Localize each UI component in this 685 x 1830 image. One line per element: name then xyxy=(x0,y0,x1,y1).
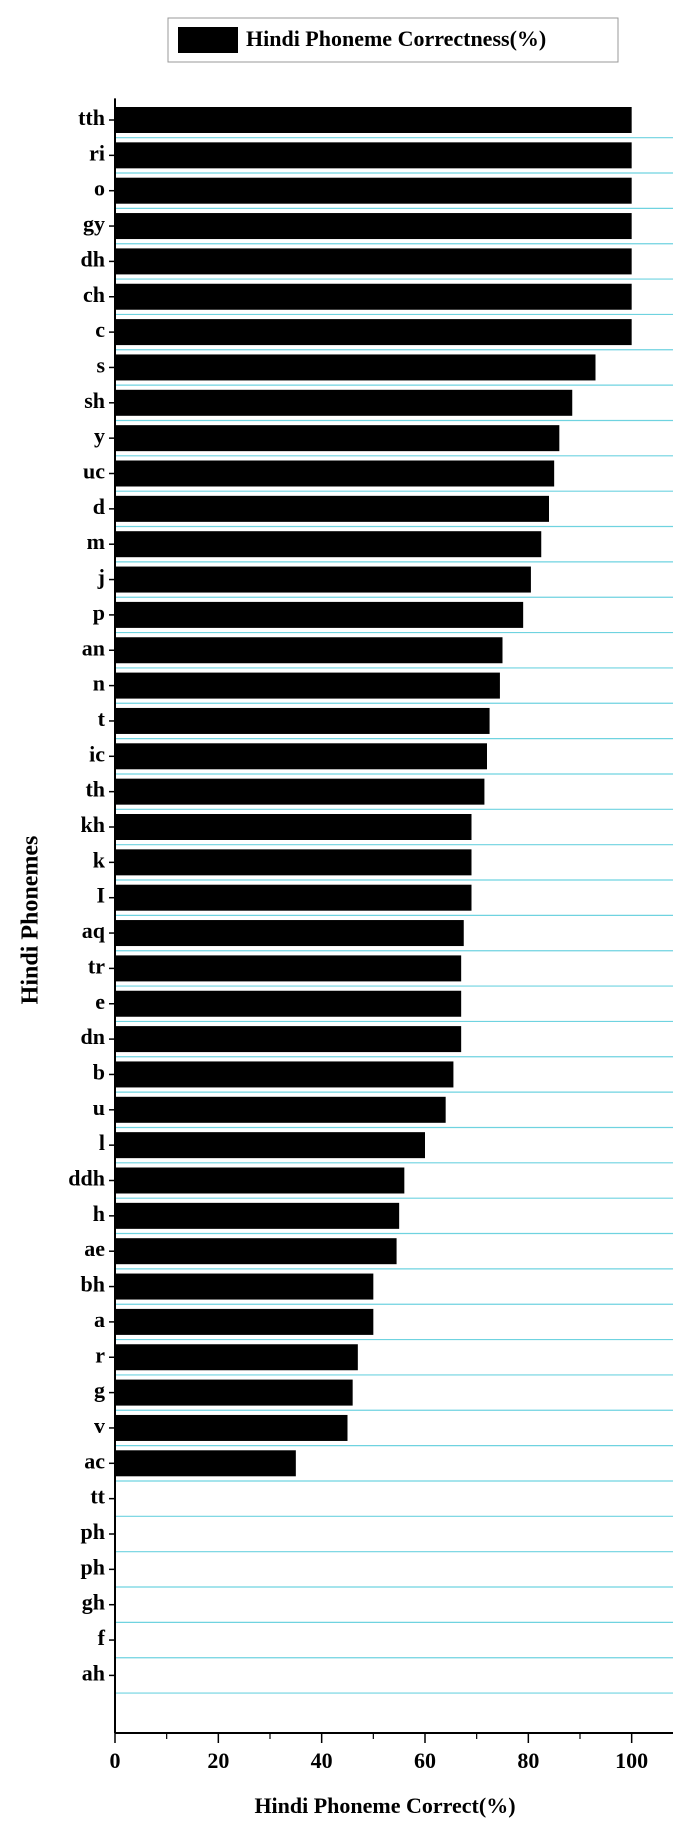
y-tick-label: ac xyxy=(84,1448,105,1473)
y-tick-label: ddh xyxy=(68,1166,105,1191)
y-tick-label: ri xyxy=(89,140,105,165)
y-tick-label: d xyxy=(93,494,105,519)
y-tick-label: e xyxy=(95,989,105,1014)
y-tick-label: n xyxy=(93,671,105,696)
bar xyxy=(115,283,632,310)
x-tick-label: 80 xyxy=(517,1748,539,1773)
bar xyxy=(115,1450,296,1477)
x-tick-label: 40 xyxy=(311,1748,333,1773)
y-tick-label: bh xyxy=(81,1272,105,1297)
bar xyxy=(115,460,555,487)
bar xyxy=(115,495,549,522)
bar xyxy=(115,601,524,628)
bar xyxy=(115,389,573,416)
bar xyxy=(115,1061,454,1088)
bar xyxy=(115,743,487,770)
bar xyxy=(115,814,472,840)
bar xyxy=(115,920,464,947)
legend-label: Hindi Phoneme Correctness(%) xyxy=(246,26,546,51)
bar xyxy=(115,1308,374,1335)
y-tick-label: o xyxy=(94,176,105,201)
y-tick-label: I xyxy=(96,883,105,908)
bar xyxy=(115,1238,397,1265)
y-tick-label: ch xyxy=(83,282,105,307)
y-tick-label: dh xyxy=(81,246,105,271)
y-tick-label: p xyxy=(93,600,105,625)
x-tick-label: 0 xyxy=(110,1748,121,1773)
y-tick-label: th xyxy=(85,777,105,802)
bar xyxy=(115,1026,462,1053)
bar xyxy=(115,884,472,911)
y-tick-label: f xyxy=(98,1625,106,1650)
y-tick-label: j xyxy=(97,565,105,590)
x-axis-label: Hindi Phoneme Correct(%) xyxy=(254,1793,515,1818)
y-tick-label: h xyxy=(93,1201,105,1226)
bar xyxy=(115,142,632,169)
y-tick-label: ae xyxy=(84,1236,105,1261)
y-tick-label: tr xyxy=(88,953,105,978)
bar xyxy=(115,1273,374,1300)
legend-swatch xyxy=(178,27,238,53)
bar xyxy=(115,566,531,593)
y-tick-label: aq xyxy=(82,918,106,943)
y-tick-label: tt xyxy=(90,1484,105,1509)
y-tick-label: dn xyxy=(81,1024,105,1049)
y-tick-label: an xyxy=(82,635,105,660)
bar xyxy=(115,672,500,699)
bar xyxy=(115,955,462,982)
bar xyxy=(115,1414,348,1441)
x-tick-label: 100 xyxy=(615,1748,648,1773)
y-axis-label: Hindi Phonemes xyxy=(18,836,44,1005)
y-tick-label: tth xyxy=(78,105,105,130)
bar xyxy=(115,1344,358,1371)
y-tick-label: gy xyxy=(83,211,105,236)
y-tick-label: ah xyxy=(82,1660,105,1685)
y-tick-label: b xyxy=(93,1059,105,1084)
x-tick-label: 60 xyxy=(414,1748,436,1773)
bar xyxy=(115,531,542,558)
bar xyxy=(115,248,632,275)
y-tick-label: gh xyxy=(82,1590,105,1615)
bar xyxy=(115,354,596,381)
y-tick-label: y xyxy=(94,423,105,448)
x-tick-label: 20 xyxy=(207,1748,229,1773)
y-tick-label: l xyxy=(99,1130,105,1155)
bar xyxy=(115,177,632,204)
y-tick-label: s xyxy=(96,352,105,377)
y-tick-label: r xyxy=(95,1342,105,1367)
y-tick-label: ph xyxy=(81,1554,105,1579)
bar xyxy=(115,425,560,452)
y-tick-label: ph xyxy=(81,1519,105,1544)
y-tick-label: a xyxy=(94,1307,105,1332)
bar xyxy=(115,213,632,240)
y-tick-label: uc xyxy=(83,459,105,484)
legend-box xyxy=(167,17,619,63)
bar xyxy=(115,990,462,1017)
bar xyxy=(115,107,632,133)
y-tick-label: sh xyxy=(84,388,105,413)
y-tick-label: ic xyxy=(89,741,105,766)
bar xyxy=(115,778,485,805)
y-tick-label: c xyxy=(95,317,105,342)
bar xyxy=(115,1132,425,1159)
y-tick-label: g xyxy=(94,1378,105,1403)
y-tick-label: k xyxy=(93,847,106,872)
bar xyxy=(115,707,490,734)
y-tick-label: kh xyxy=(81,812,105,837)
y-tick-label: v xyxy=(94,1413,105,1438)
y-tick-label: t xyxy=(98,706,106,731)
bar xyxy=(115,1379,353,1406)
bar xyxy=(115,849,472,876)
bar xyxy=(115,1096,446,1123)
bar xyxy=(115,319,632,346)
y-tick-label: m xyxy=(87,529,105,554)
bar xyxy=(115,1167,405,1194)
y-tick-label: u xyxy=(93,1095,105,1120)
bar xyxy=(115,637,503,664)
bar xyxy=(115,1202,400,1229)
